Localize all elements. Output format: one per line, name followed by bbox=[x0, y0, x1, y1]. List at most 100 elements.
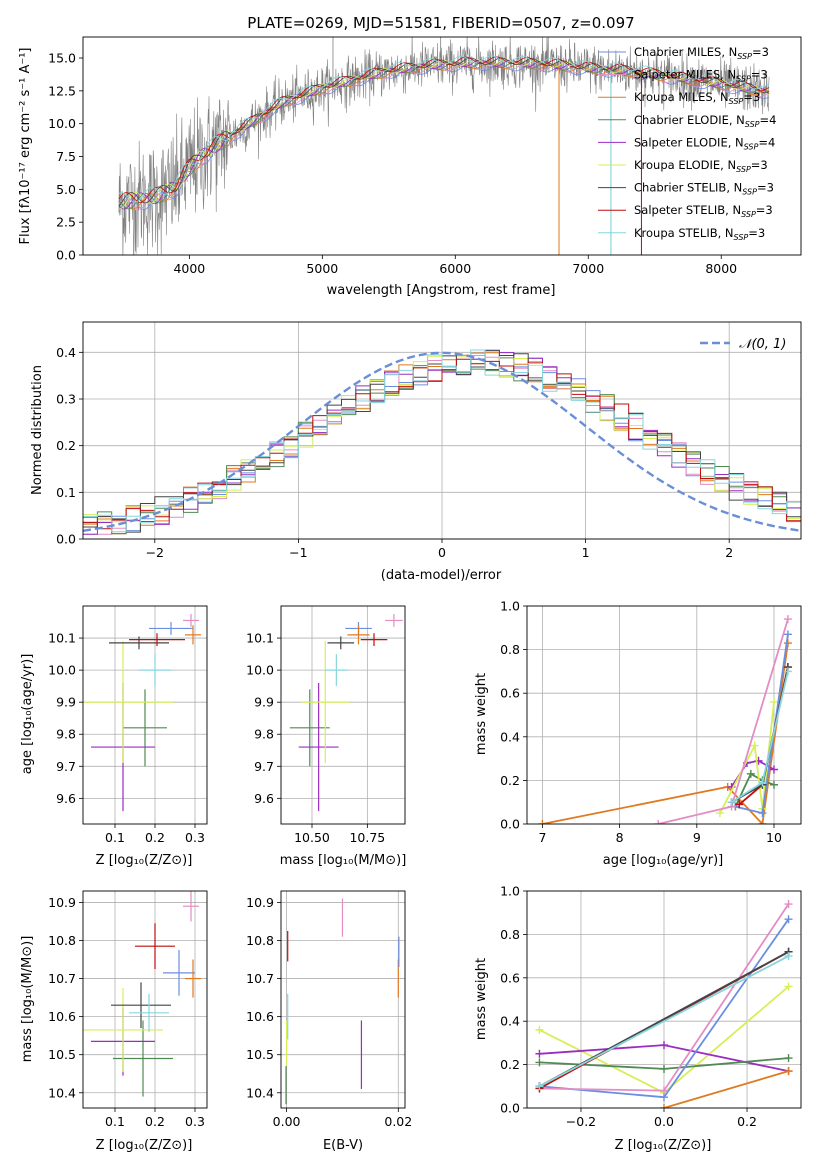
mass-weight-marker bbox=[769, 780, 778, 789]
y-tick-label: 0.6 bbox=[500, 686, 520, 701]
y-tick-label: 10.4 bbox=[48, 1085, 76, 1100]
mass-weight-marker bbox=[535, 1058, 544, 1067]
mass-EBV-xlabel: E(B-V) bbox=[323, 1138, 363, 1153]
x-tick-label: 0.1 bbox=[105, 830, 125, 845]
x-tick-label: 0.2 bbox=[737, 1114, 757, 1129]
mass_vs_Z-plot-area bbox=[83, 891, 201, 1097]
x-tick-label: 1 bbox=[582, 545, 590, 560]
age_vs_Z-axes: 0.1 0.2 0.3 9.6 9.7 9.8 9.9 10.0 10.1 bbox=[48, 606, 207, 845]
y-tick-label: 10.6 bbox=[246, 1009, 274, 1024]
y-tick-label: 15.0 bbox=[48, 51, 76, 66]
mass-weight-marker bbox=[538, 820, 547, 824]
mass-weight-marker bbox=[660, 1041, 668, 1050]
model-fit-line bbox=[118, 55, 770, 203]
y-tick-label: 7.5 bbox=[56, 149, 76, 164]
y-tick-label: 9.7 bbox=[254, 759, 274, 774]
y-tick-label: 10.4 bbox=[246, 1085, 274, 1100]
weight_vs_Z-axes: −0.2 0.0 0.2 0.0 0.2 0.4 0.6 0.8 1.0 bbox=[500, 884, 801, 1129]
y-tick-label: 9.8 bbox=[254, 727, 274, 742]
y-tick-label: 10.0 bbox=[48, 663, 76, 678]
x-tick-label: 8000 bbox=[705, 261, 737, 276]
y-tick-label: 10.0 bbox=[246, 663, 274, 678]
mass-weight-marker bbox=[784, 915, 793, 924]
weight-Z-xlabel: Z [log₁₀(Z/Z⊙)] bbox=[615, 1138, 712, 1153]
x-tick-label: 7 bbox=[538, 830, 546, 845]
x-tick-label: 0.3 bbox=[185, 830, 205, 845]
mass-weight-marker bbox=[735, 800, 744, 809]
spectrum-axes: 4000 5000 6000 7000 8000 0.0 2.5 5.0 7.5 10.0 12.5… bbox=[48, 51, 737, 276]
residual-histogram bbox=[83, 358, 801, 530]
x-tick-label: 0.1 bbox=[105, 1114, 125, 1129]
y-tick-label: 0.1 bbox=[56, 485, 76, 500]
mass-weight-line bbox=[542, 642, 789, 824]
mass-weight-marker bbox=[654, 820, 663, 824]
mass-weight-marker bbox=[758, 820, 767, 824]
weight-Z-ylabel: mass weight bbox=[474, 958, 489, 1040]
y-tick-label: 0.0 bbox=[56, 532, 76, 547]
mass-weight-marker bbox=[535, 1049, 544, 1058]
x-tick-label: 7000 bbox=[572, 261, 604, 276]
x-tick-label: 0 bbox=[438, 545, 446, 560]
mass-weight-line bbox=[539, 955, 789, 1088]
x-tick-label: 0.2 bbox=[145, 1114, 165, 1129]
residuals-xlabel: (data-model)/error bbox=[381, 568, 502, 583]
x-tick-label: −2 bbox=[146, 545, 164, 560]
x-tick-label: 10.75 bbox=[349, 830, 385, 845]
x-tick-label: 4000 bbox=[173, 261, 205, 276]
mass-weight-marker bbox=[727, 798, 736, 807]
legend-entry: Salpeter ELODIE, NSSP=4 bbox=[634, 135, 775, 151]
x-tick-label: −0.2 bbox=[566, 1114, 596, 1129]
mass_vs_EBV-frame bbox=[280, 890, 406, 1109]
legend-entry: Salpeter MILES, NSSP=3 bbox=[634, 68, 768, 84]
y-tick-label: 10.7 bbox=[48, 971, 76, 986]
residuals-plot-area bbox=[83, 349, 801, 535]
y-tick-label: 9.9 bbox=[254, 695, 274, 710]
x-tick-label: 0.2 bbox=[145, 830, 165, 845]
y-tick-label: 10.9 bbox=[246, 895, 274, 910]
model-fit-line bbox=[118, 60, 770, 210]
y-tick-label: 10.0 bbox=[48, 116, 76, 131]
y-tick-label: 0.2 bbox=[56, 438, 76, 453]
y-tick-label: 0.2 bbox=[500, 1057, 520, 1072]
legend-entry: 𝒩(0, 1) bbox=[739, 337, 786, 352]
x-tick-label: 9 bbox=[693, 830, 701, 845]
mass-weight-marker bbox=[783, 667, 792, 676]
mass-weight-marker bbox=[535, 1082, 544, 1091]
y-tick-label: 0.4 bbox=[500, 1014, 520, 1029]
y-tick-label: 0.3 bbox=[56, 392, 76, 407]
legend-entry: Salpeter STELIB, NSSP=3 bbox=[634, 203, 773, 219]
mass-weight-marker bbox=[784, 982, 793, 991]
weight-age-ylabel: mass weight bbox=[474, 673, 489, 755]
weight_vs_Z-plot-area bbox=[535, 900, 793, 1108]
y-tick-label: 10.1 bbox=[48, 631, 76, 646]
mass-weight-marker bbox=[715, 809, 724, 818]
mass-weight-marker bbox=[784, 1067, 793, 1076]
age_vs_Z-frame bbox=[82, 605, 208, 825]
y-tick-label: 1.0 bbox=[500, 599, 520, 614]
mass-weight-marker bbox=[535, 1025, 544, 1034]
y-tick-label: 10.8 bbox=[48, 933, 76, 948]
mass-weight-marker bbox=[750, 741, 759, 750]
legend-entry: Kroupa MILES, NSSP=3 bbox=[634, 90, 760, 106]
y-tick-label: 10.6 bbox=[48, 1009, 76, 1024]
mass_vs_Z-frame bbox=[82, 890, 208, 1109]
normal-curve-line bbox=[83, 351, 801, 532]
weight_vs_age-axes: 7 8 9 10 0.0 0.2 0.4 0.6 0.8 1.0 bbox=[500, 599, 801, 845]
y-tick-label: 10.7 bbox=[246, 971, 274, 986]
age_vs_Z-plot-area bbox=[83, 614, 201, 812]
y-tick-label: 9.9 bbox=[56, 695, 76, 710]
age_vs_mass-plot-area bbox=[289, 614, 403, 812]
weight-age-xlabel: age [log₁₀(age/yr)] bbox=[603, 853, 724, 868]
model-fit-line bbox=[118, 56, 770, 203]
x-tick-label: 10 bbox=[766, 830, 782, 845]
legend-entry: Chabrier STELIB, NSSP=3 bbox=[634, 181, 774, 197]
age-Z-ylabel: age [log₁₀(age/yr)] bbox=[20, 654, 35, 775]
mass_vs_Z-axes: 0.1 0.2 0.3 10.4 10.5 10.6 10.7 10.8 10.9 bbox=[48, 891, 207, 1129]
y-tick-label: 10.5 bbox=[246, 1047, 274, 1062]
y-tick-label: 9.8 bbox=[56, 727, 76, 742]
mass-weight-marker bbox=[660, 1086, 668, 1095]
x-tick-label: 0.02 bbox=[384, 1114, 412, 1129]
x-tick-label: 10.50 bbox=[294, 830, 330, 845]
mass-weight-marker bbox=[660, 1064, 668, 1073]
